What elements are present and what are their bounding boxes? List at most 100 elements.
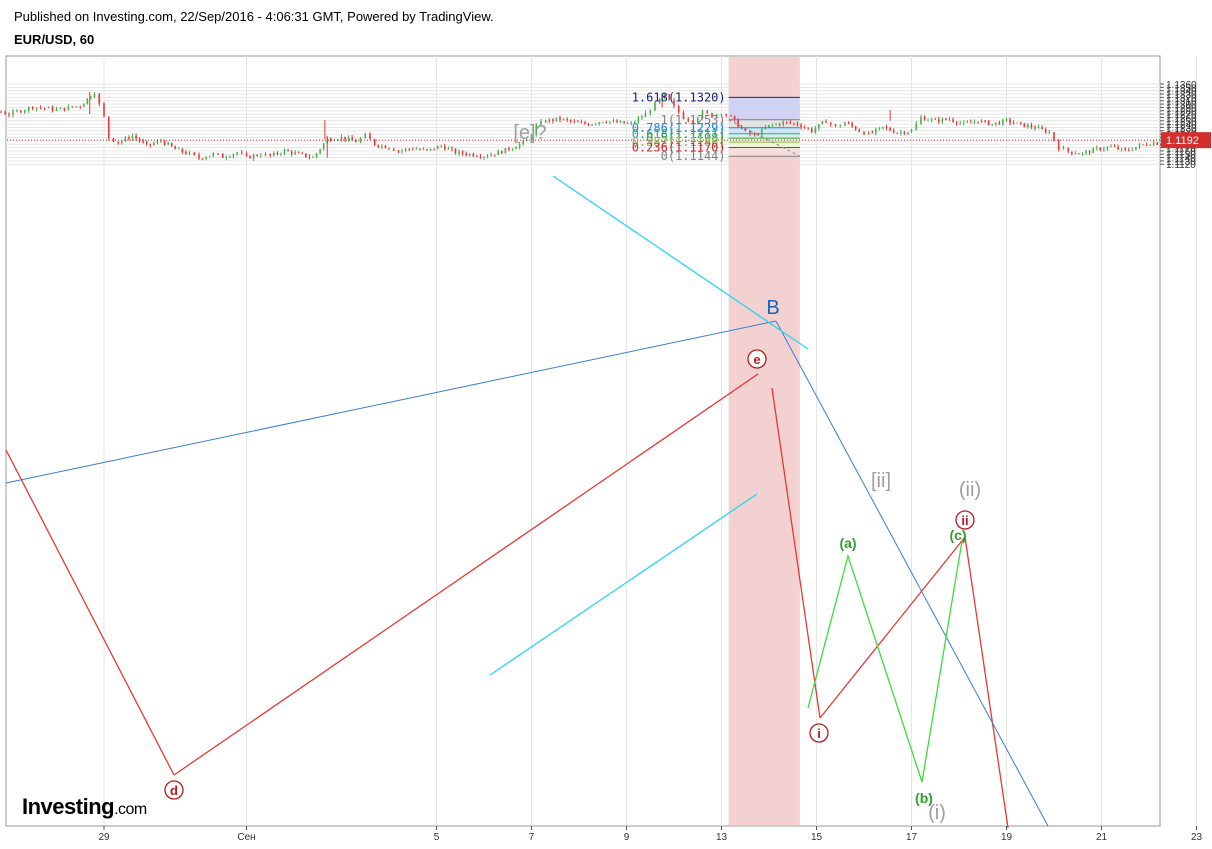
blue-trend-line [775, 320, 1049, 827]
candle-body [522, 140, 524, 144]
candle-body [915, 123, 918, 131]
candle-body [598, 122, 600, 124]
wave-circle [955, 510, 975, 530]
candle-body [112, 138, 115, 142]
y-tick-label: 1.1240 [1166, 120, 1197, 131]
candle-body [1103, 148, 1105, 151]
y-tick-label: 1.1230 [1166, 123, 1197, 134]
candle-body [283, 149, 286, 154]
candle-body [128, 137, 130, 140]
candle-body [1023, 123, 1026, 128]
candle-body [696, 118, 699, 123]
candle-body [1034, 127, 1036, 129]
candle-body [649, 110, 652, 114]
candle-body [27, 107, 30, 111]
candle-body [1030, 125, 1033, 128]
x-tick-label: 17 [906, 832, 918, 843]
candle-body [934, 118, 937, 120]
fib-zone [728, 147, 800, 157]
candle-body [426, 149, 428, 150]
candle-body [454, 148, 457, 154]
candle-body [803, 127, 806, 129]
candle-body [55, 109, 58, 111]
candle-body [952, 119, 954, 122]
wave-circle [164, 780, 184, 800]
candle-body [1027, 125, 1029, 128]
red-wave-line [5, 449, 175, 776]
candle-body [490, 154, 492, 157]
candle-body [411, 148, 414, 150]
y-tick-label: 1.1250 [1166, 117, 1197, 128]
candle-body [145, 142, 148, 144]
candle-body [384, 145, 387, 149]
candle-body [225, 157, 228, 159]
wave-circle [809, 723, 829, 743]
y-tick-label: 1.1340 [1166, 87, 1197, 98]
wave-label: (b) [915, 790, 933, 806]
candle-body [923, 116, 926, 121]
candle-body [493, 154, 496, 156]
candle-body [1138, 144, 1141, 148]
candle-body [472, 153, 475, 157]
candle-body [107, 116, 110, 139]
candle-body [1044, 128, 1047, 133]
x-tick-label: 5 [434, 832, 440, 843]
candle-body [730, 115, 732, 117]
candle-body [364, 134, 367, 139]
candle-body [577, 121, 579, 123]
candle-body [351, 137, 353, 141]
y-tick-label: 1.1330 [1166, 90, 1197, 101]
candle-body [682, 112, 685, 120]
grid-lines [6, 56, 1197, 826]
fib-zone [728, 119, 800, 128]
candle-body [1131, 149, 1134, 151]
candle-body [889, 127, 891, 131]
candle-body [280, 153, 282, 155]
candle-body [236, 152, 238, 155]
candle-body [124, 137, 127, 142]
fib-zone [728, 127, 800, 134]
green-abc-line [807, 540, 963, 783]
candle-body [419, 149, 421, 150]
price-tag-box [1161, 132, 1211, 149]
candle-body [573, 121, 576, 123]
wave-label: (i) [928, 802, 946, 824]
time-axis[interactable]: 2529Сен57913151719212325 [0, 826, 1212, 843]
candle-body [540, 121, 542, 125]
candle-body [59, 107, 62, 110]
candle-body [408, 148, 410, 150]
x-tick-label: Сен [237, 832, 255, 843]
candle-body [711, 113, 713, 118]
blue-trend-line [5, 320, 777, 484]
candle-body [131, 135, 134, 140]
candle-body [875, 128, 877, 133]
candle-body [757, 134, 760, 136]
candle-body [167, 143, 169, 145]
candle-body [778, 123, 781, 125]
candle-body [973, 121, 976, 123]
candle-body [955, 121, 958, 124]
candle-body [249, 155, 251, 159]
candle-body [601, 122, 604, 123]
wave-label: (c) [949, 527, 966, 543]
candle-body [733, 115, 736, 120]
candle-body [530, 134, 533, 141]
candle-body [497, 151, 500, 155]
candle-body [1117, 146, 1119, 150]
candle-body [701, 110, 704, 119]
price-axis[interactable]: 1.11201.11301.11401.11501.11601.11701.11… [1160, 80, 1197, 171]
candle-body [807, 127, 809, 129]
candle-body [995, 122, 997, 125]
candle-body [217, 153, 219, 155]
candle-body [782, 121, 785, 125]
candle-body [245, 153, 248, 156]
fib-zone [728, 133, 800, 139]
candle-body [312, 157, 314, 158]
y-tick-label: 1.1170 [1166, 144, 1196, 155]
candle-body [619, 121, 622, 123]
candle-body [605, 122, 608, 123]
candle-body [205, 157, 207, 159]
candle-body [319, 149, 321, 154]
